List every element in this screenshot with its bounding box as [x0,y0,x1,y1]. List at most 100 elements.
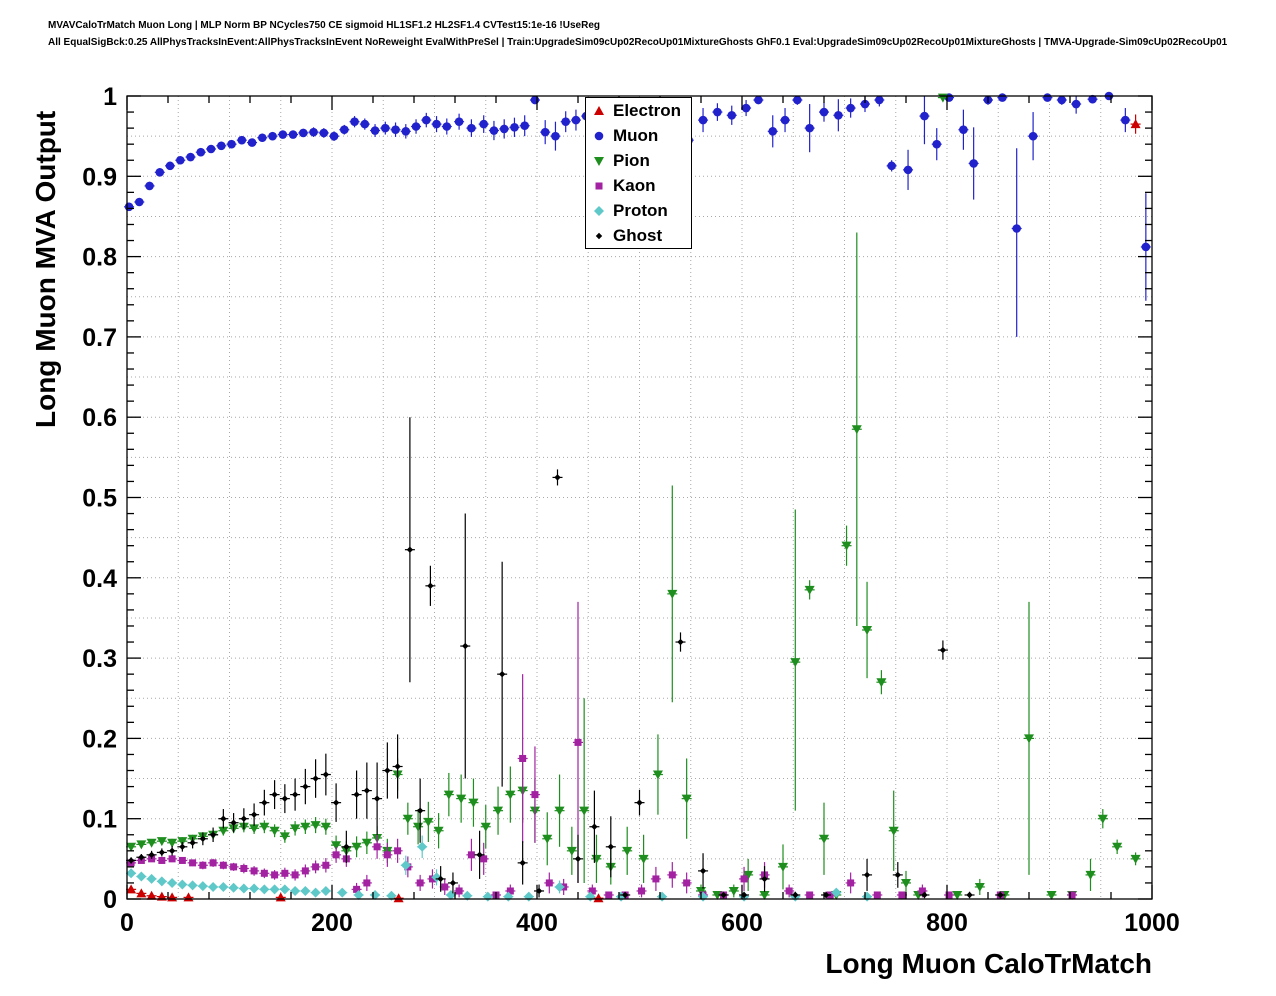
marker-muon [299,128,308,138]
marker-ghost [158,849,166,856]
marker-pion [759,890,770,900]
marker-muon [411,122,421,131]
marker-muon [278,130,288,139]
marker-muon [370,126,380,135]
marker-pion [269,826,280,836]
marker-pion [681,794,692,804]
marker-pion [554,806,565,816]
marker-kaon [219,861,227,869]
marker-kaon [545,879,553,887]
marker-pion [249,824,260,834]
marker-proton [146,873,157,884]
marker-pion [290,824,301,834]
marker-ghost [863,871,871,879]
marker-pion [146,838,157,848]
marker-pion [696,886,706,896]
legend-item-electron: Electron [586,98,691,123]
legend-item-muon: Muon [586,123,691,148]
marker-ghost [621,891,629,899]
marker-ghost [699,867,707,875]
marker-ghost [189,839,196,846]
marker-ghost [591,823,598,830]
marker-pion [136,840,147,850]
marker-pion [1130,854,1141,864]
marker-ghost [462,642,469,650]
marker-muon [176,155,185,165]
marker-kaon [668,871,676,879]
marker-ghost [148,851,155,859]
marker-muon [237,135,247,145]
marker-ghost [291,791,299,798]
marker-muon [454,117,464,126]
marker-proton [417,841,428,852]
marker-pion [667,589,678,599]
marker-kaon [250,867,258,875]
legend: Electron Muon Pion Kaon Proton Ghost [585,97,693,249]
marker-muon [1012,224,1021,233]
marker-kaon [199,861,207,869]
marker-kaon [806,891,814,899]
marker-muon [350,117,359,126]
marker-pion [300,822,311,832]
marker-kaon [588,887,596,895]
marker-muon [998,93,1007,102]
marker-pion [331,841,342,851]
marker-kaon [873,891,881,899]
marker-ghost [939,646,947,654]
marker-muon [186,152,195,162]
marker-muon [196,147,206,157]
proton-marker-icon [594,205,604,216]
marker-electron [393,893,404,903]
marker-ghost [220,815,227,822]
marker-muon [1028,131,1038,141]
marker-proton [269,884,280,895]
marker-muon [432,119,441,129]
y-tick-label: 0.6 [82,404,117,432]
marker-muon [288,130,298,139]
marker-kaon [652,875,660,883]
marker-ghost [312,775,319,782]
marker-ghost [535,887,543,895]
marker-pion [402,814,413,824]
marker-muon [442,122,452,131]
marker-kaon [312,863,320,871]
marker-proton [400,860,411,871]
y-tick-label: 0.1 [82,806,117,834]
marker-pion [652,770,663,780]
marker-pion [566,846,577,856]
marker-kaon [847,879,855,887]
x-tick-label: 1000 [1124,909,1180,937]
marker-kaon [260,869,268,877]
marker-ghost [574,855,582,863]
y-tick-label: 0.3 [82,645,117,673]
kaon-marker-icon [595,182,603,189]
marker-ghost [384,767,391,774]
marker-ghost [322,771,330,778]
y-tick-label: 0.5 [82,485,117,513]
marker-proton [320,885,331,896]
marker-kaon [178,856,186,864]
marker-muon [489,126,499,135]
legend-item-pion: Pion [586,148,691,173]
marker-kaon [353,885,361,893]
marker-kaon [209,859,217,867]
marker-kaon [740,875,748,883]
marker-proton [290,885,301,896]
marker-muon [551,131,560,141]
marker-ghost [636,799,643,806]
marker-kaon [291,871,299,879]
marker-kaon [1068,891,1076,899]
marker-pion [433,826,444,836]
electron-marker-icon [594,105,604,115]
marker-pion [778,862,788,872]
marker-muon [561,117,570,126]
marker-ghost [677,638,684,646]
y-tick-label: 0.9 [82,163,117,191]
marker-ghost [230,819,237,826]
marker-pion [480,822,491,832]
marker-kaon [441,883,449,891]
marker-muon [1057,95,1067,105]
marker-muon [217,141,226,151]
marker-muon [247,138,257,147]
marker-kaon [158,856,166,864]
